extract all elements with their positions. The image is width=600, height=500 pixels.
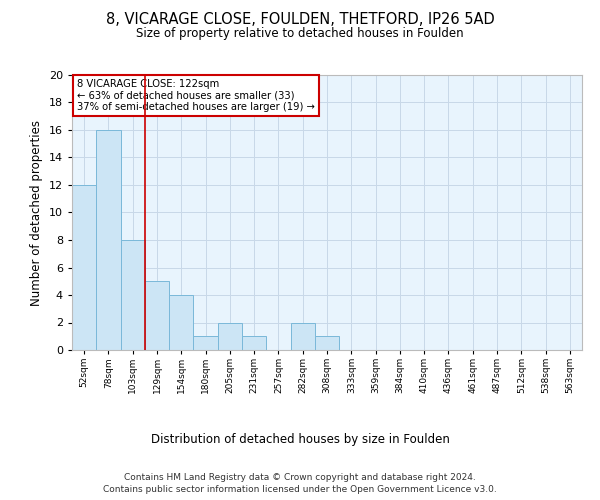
Bar: [121, 240, 145, 350]
Text: Size of property relative to detached houses in Foulden: Size of property relative to detached ho…: [136, 28, 464, 40]
Bar: [193, 336, 218, 350]
Text: Contains HM Land Registry data © Crown copyright and database right 2024.: Contains HM Land Registry data © Crown c…: [124, 472, 476, 482]
Bar: [218, 322, 242, 350]
Bar: [72, 185, 96, 350]
Bar: [242, 336, 266, 350]
Text: Contains public sector information licensed under the Open Government Licence v3: Contains public sector information licen…: [103, 485, 497, 494]
Bar: [169, 295, 193, 350]
Text: 8, VICARAGE CLOSE, FOULDEN, THETFORD, IP26 5AD: 8, VICARAGE CLOSE, FOULDEN, THETFORD, IP…: [106, 12, 494, 28]
Bar: [315, 336, 339, 350]
Text: 8 VICARAGE CLOSE: 122sqm
← 63% of detached houses are smaller (33)
37% of semi-d: 8 VICARAGE CLOSE: 122sqm ← 63% of detach…: [77, 79, 315, 112]
Bar: [96, 130, 121, 350]
Bar: [290, 322, 315, 350]
Text: Distribution of detached houses by size in Foulden: Distribution of detached houses by size …: [151, 432, 449, 446]
Bar: [145, 281, 169, 350]
Y-axis label: Number of detached properties: Number of detached properties: [30, 120, 43, 306]
